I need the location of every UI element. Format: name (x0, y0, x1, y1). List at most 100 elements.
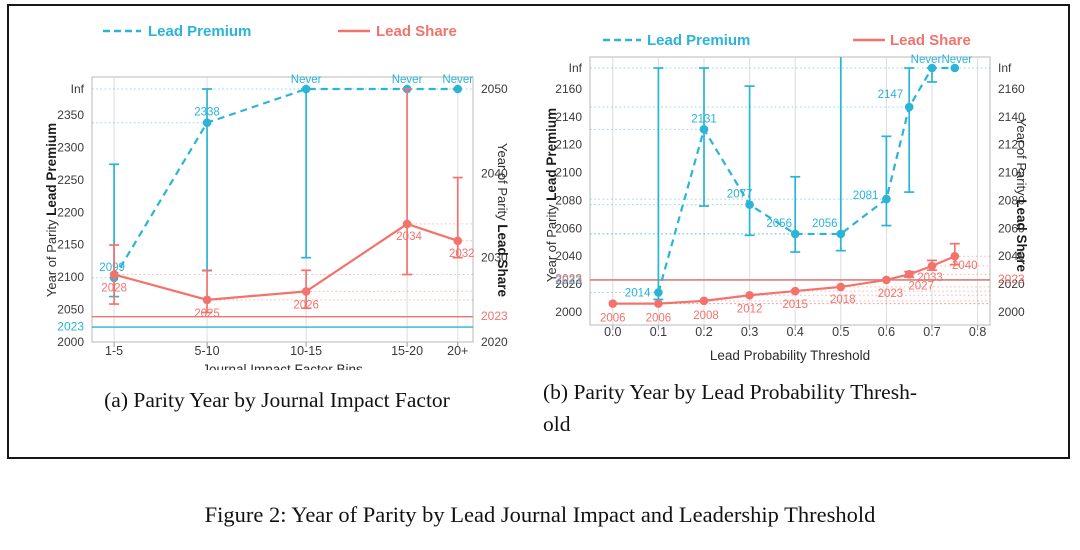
y-tick-label: 2030 (481, 251, 508, 265)
y-tick-label: 2040 (555, 249, 582, 263)
subcaption-a: (a) Parity Year by Journal Impact Factor (104, 388, 450, 412)
x-tick-label: 15-20 (391, 344, 423, 358)
point-value-label: 2006 (600, 313, 626, 325)
point-value-label: 2026 (293, 299, 319, 311)
reference-year-label: 2023 (481, 309, 508, 323)
point-value-label: 2040 (952, 260, 978, 272)
point-value-label: Never (941, 54, 972, 66)
chart-a: 1-5 5-10 10-15 15-20 20+ 2000 2050 2100 2150 2200… (44, 23, 510, 370)
data-point (699, 296, 709, 306)
subcaption-b-line2: old (543, 412, 571, 437)
plot-border (589, 56, 991, 326)
y-tick-label: 2020 (481, 335, 508, 349)
chart-b: 0.0 0.1 0.2 0.3 0.4 0.5 0.6 0.7 0.82000202020402… (544, 32, 1029, 363)
x-tick-label: 0.0 (604, 325, 621, 339)
legend-share-label: Lead Share (376, 23, 457, 40)
y-tick-label: 2020 (998, 277, 1025, 291)
point-value-label: 2012 (737, 303, 763, 315)
x-tick-label: 1-5 (105, 344, 123, 358)
point-value-label: 2081 (853, 190, 879, 202)
x-axis-title: Lead Probability Threshold (710, 348, 870, 363)
series-line (612, 255, 956, 305)
data-point (950, 251, 960, 261)
y-tick-label: 2050 (57, 303, 84, 317)
data-point (608, 299, 618, 308)
axis-title: Year of Parity Lead Premium (44, 123, 59, 297)
reference-year-label: 2023 (555, 273, 582, 287)
reference-year-label: 2023 (555, 271, 582, 285)
x-tick-label: 0.4 (787, 325, 804, 339)
y-tick-label: 2040 (481, 166, 508, 180)
data-point (301, 84, 311, 94)
reference-year-label: 2023 (998, 272, 1025, 286)
point-value-label: Never (392, 74, 423, 86)
point-value-label: 2131 (691, 113, 717, 125)
inf-tick-label: Inf (998, 61, 1012, 75)
subcaption-b-line1: (b) Parity Year by Lead Probability Thre… (543, 380, 917, 404)
y-tick-label: 2020 (555, 277, 582, 291)
axis-title: Year of Parity Lead Premium (544, 108, 559, 282)
data-point (109, 270, 119, 279)
data-point (927, 261, 937, 271)
data-point (699, 125, 709, 134)
x-tick-label: 0.2 (695, 325, 712, 339)
data-point (950, 63, 960, 73)
point-value-label: Never (911, 54, 942, 66)
legend-premium-label: Lead Premium (647, 32, 750, 49)
point-value-label: 2025 (194, 308, 220, 320)
y-tick-label: 2000 (998, 305, 1025, 319)
y-tick-label: 2050 (481, 82, 508, 96)
series-premium: 2099 2338 Never Never Never (92, 74, 473, 298)
y-tick-label: 2350 (57, 108, 84, 122)
data-point (453, 84, 463, 94)
legend-share-label: Lead Share (890, 32, 971, 49)
point-value-label: 2027 (908, 280, 934, 292)
x-axis-title: Journal Impact Factor Bins (202, 362, 363, 370)
point-value-label: 2032 (449, 248, 475, 260)
data-point (927, 63, 937, 73)
point-value-label: 2028 (101, 283, 127, 295)
data-point (790, 286, 800, 296)
y-tick-label: 2120 (998, 138, 1025, 152)
y-tick-label: 2080 (998, 193, 1025, 207)
legend-premium-label: Lead Premium (148, 23, 251, 40)
x-tick-label: 0.3 (741, 325, 758, 339)
point-value-label: 2033 (917, 272, 943, 284)
inf-tick-label: Inf (71, 82, 85, 96)
y-tick-label: 2160 (998, 82, 1025, 96)
series-share: 2028 2025 2026 2034 2032 (101, 88, 475, 320)
point-value-label: 2147 (878, 89, 904, 101)
y-tick-label: 2250 (57, 173, 84, 187)
x-tick-label: 0.7 (923, 325, 940, 339)
point-value-label: Never (291, 74, 322, 86)
x-tick-label: 20+ (447, 344, 468, 358)
y-tick-label: 2060 (998, 221, 1025, 235)
series-line (113, 87, 458, 279)
data-point (904, 102, 914, 112)
point-value-label: 2014 (625, 287, 651, 299)
point-value-label: 2008 (693, 310, 719, 322)
axis-title: Year of Parity Lead Share (1014, 118, 1029, 272)
axis-title: Year of Parity Lead Share (495, 143, 510, 297)
y-tick-label: 2160 (555, 82, 582, 96)
x-tick-label: 0.6 (878, 325, 895, 339)
inf-tick-label: Inf (569, 61, 583, 75)
figure-panel: 1-5 5-10 10-15 15-20 20+ 2000 2050 2100 2150 2200… (7, 4, 1070, 459)
y-tick-label: 2000 (555, 305, 582, 319)
series-premium: 2014 2131 2077 2056 2056 2081 2147 Never Never (590, 54, 990, 301)
x-tick-label: 10-15 (290, 344, 322, 358)
data-point (202, 118, 212, 128)
point-value-label: 2015 (782, 299, 808, 311)
data-point (654, 299, 663, 308)
y-tick-label: 2100 (57, 270, 84, 284)
data-point (882, 194, 891, 204)
point-value-label: 2006 (646, 313, 672, 325)
y-tick-label: 2140 (998, 110, 1025, 124)
point-value-label: 2034 (396, 231, 422, 243)
data-point (745, 200, 754, 209)
data-point (836, 229, 846, 239)
point-value-label: 2338 (194, 107, 220, 119)
data-point (745, 290, 754, 300)
data-point (790, 229, 800, 239)
